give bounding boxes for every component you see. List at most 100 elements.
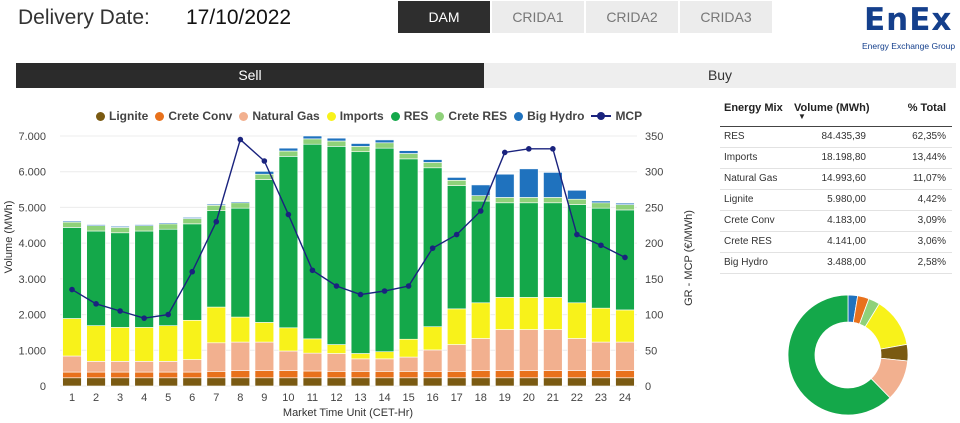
bar-segment[interactable] bbox=[254, 179, 275, 323]
bar-segment[interactable] bbox=[422, 349, 443, 372]
bar-segment[interactable] bbox=[254, 322, 275, 343]
bar-segment[interactable] bbox=[543, 297, 563, 330]
bar-segment[interactable] bbox=[326, 344, 347, 354]
bar-segment[interactable] bbox=[278, 327, 299, 352]
bar-segment[interactable] bbox=[278, 377, 299, 387]
bar-segment[interactable] bbox=[110, 361, 130, 373]
bar-segment[interactable] bbox=[182, 319, 202, 360]
bar-segment[interactable] bbox=[134, 361, 154, 373]
bar-segment[interactable] bbox=[543, 172, 563, 198]
mcp-point[interactable] bbox=[237, 136, 244, 143]
bar-segment[interactable] bbox=[471, 200, 491, 304]
bar-segment[interactable] bbox=[567, 377, 587, 387]
bar-segment[interactable] bbox=[230, 202, 250, 209]
table-row[interactable]: Imports 18.198,80 13,44% bbox=[720, 148, 952, 169]
bar-segment[interactable] bbox=[398, 338, 419, 358]
mcp-point[interactable] bbox=[622, 254, 628, 261]
bar-segment[interactable] bbox=[110, 227, 130, 234]
bar-segment[interactable] bbox=[374, 147, 395, 353]
bar-segment[interactable] bbox=[495, 370, 515, 379]
bar-segment[interactable] bbox=[302, 135, 323, 140]
bar-segment[interactable] bbox=[206, 203, 226, 206]
mcp-point[interactable] bbox=[598, 242, 604, 249]
mcp-point[interactable] bbox=[381, 288, 388, 294]
bar-segment[interactable] bbox=[422, 162, 443, 169]
bar-segment[interactable] bbox=[543, 370, 563, 379]
bar-segment[interactable] bbox=[495, 197, 515, 204]
bar-segment[interactable] bbox=[254, 341, 275, 371]
bar-segment[interactable] bbox=[302, 143, 323, 340]
legend-item-crete-res[interactable]: Crete RES bbox=[435, 109, 507, 123]
bar-segment[interactable] bbox=[326, 371, 347, 379]
bar-segment[interactable] bbox=[110, 327, 130, 362]
legend-item-lignite[interactable]: Lignite bbox=[96, 109, 148, 123]
bar-segment[interactable] bbox=[471, 377, 491, 387]
mcp-point[interactable] bbox=[550, 146, 556, 152]
bar-segment[interactable] bbox=[591, 370, 611, 379]
bar-segment[interactable] bbox=[519, 202, 539, 298]
table-row[interactable]: Crete RES 4.141,00 3,06% bbox=[720, 232, 952, 253]
bar-segment[interactable] bbox=[134, 371, 154, 379]
bar-segment[interactable] bbox=[302, 338, 323, 354]
bar-segment[interactable] bbox=[591, 307, 611, 343]
mcp-point[interactable] bbox=[285, 211, 292, 218]
bar-segment[interactable] bbox=[471, 302, 491, 339]
bar-segment[interactable] bbox=[567, 198, 587, 205]
bar-segment[interactable] bbox=[519, 297, 539, 330]
table-row[interactable]: Crete Conv 4.183,00 3,09% bbox=[720, 211, 952, 232]
bar-segment[interactable] bbox=[543, 202, 563, 298]
bar-segment[interactable] bbox=[519, 329, 539, 371]
bar-segment[interactable] bbox=[326, 137, 347, 142]
bar-segment[interactable] bbox=[134, 377, 154, 387]
bar-segment[interactable] bbox=[447, 179, 467, 186]
bar-segment[interactable] bbox=[230, 207, 250, 318]
bar-segment[interactable] bbox=[158, 228, 178, 326]
mcp-point[interactable] bbox=[141, 315, 147, 321]
legend-item-big-hydro[interactable]: Big Hydro bbox=[514, 109, 584, 123]
bar-segment[interactable] bbox=[422, 326, 443, 351]
bar-segment[interactable] bbox=[398, 356, 419, 372]
bar-segment[interactable] bbox=[398, 377, 419, 387]
bar-segment[interactable] bbox=[471, 338, 491, 371]
bar-segment[interactable] bbox=[350, 353, 371, 360]
mcp-point[interactable] bbox=[261, 158, 268, 164]
bar-segment[interactable] bbox=[567, 204, 587, 304]
bar-segment[interactable] bbox=[615, 341, 635, 371]
bar-segment[interactable] bbox=[422, 377, 443, 387]
bar-segment[interactable] bbox=[350, 358, 371, 372]
bar-segment[interactable] bbox=[206, 204, 226, 211]
bar-segment[interactable] bbox=[62, 227, 82, 319]
bar-segment[interactable] bbox=[447, 308, 467, 345]
bar-segment[interactable] bbox=[543, 329, 563, 371]
bar-segment[interactable] bbox=[302, 370, 323, 379]
bar-segment[interactable] bbox=[278, 350, 299, 371]
bar-segment[interactable] bbox=[350, 143, 371, 147]
bar-segment[interactable] bbox=[519, 168, 539, 198]
mcp-point[interactable] bbox=[309, 267, 316, 274]
bar-segment[interactable] bbox=[471, 370, 491, 379]
bar-segment[interactable] bbox=[519, 377, 539, 387]
table-row[interactable]: RES 84.435,39 62,35% bbox=[720, 127, 952, 148]
tab-crida3[interactable]: CRIDA3 bbox=[680, 1, 772, 33]
bar-segment[interactable] bbox=[398, 153, 419, 160]
bar-segment[interactable] bbox=[422, 159, 443, 163]
bar-segment[interactable] bbox=[62, 220, 82, 223]
bar-segment[interactable] bbox=[62, 318, 82, 357]
bar-segment[interactable] bbox=[278, 370, 299, 379]
bar-segment[interactable] bbox=[447, 377, 467, 387]
bar-segment[interactable] bbox=[374, 358, 395, 372]
bar-segment[interactable] bbox=[158, 223, 178, 230]
mcp-point[interactable] bbox=[213, 218, 220, 225]
bar-segment[interactable] bbox=[350, 151, 371, 354]
bar-segment[interactable] bbox=[350, 377, 371, 387]
bar-segment[interactable] bbox=[495, 297, 515, 330]
bar-segment[interactable] bbox=[350, 146, 371, 153]
mcp-point[interactable] bbox=[405, 283, 412, 289]
bar-segment[interactable] bbox=[495, 173, 515, 198]
donut-slice[interactable] bbox=[787, 294, 891, 416]
bar-segment[interactable] bbox=[182, 359, 202, 373]
bar-segment[interactable] bbox=[326, 140, 347, 147]
bar-segment[interactable] bbox=[158, 361, 178, 373]
bar-segment[interactable] bbox=[374, 142, 395, 149]
mcp-point[interactable] bbox=[526, 146, 532, 152]
